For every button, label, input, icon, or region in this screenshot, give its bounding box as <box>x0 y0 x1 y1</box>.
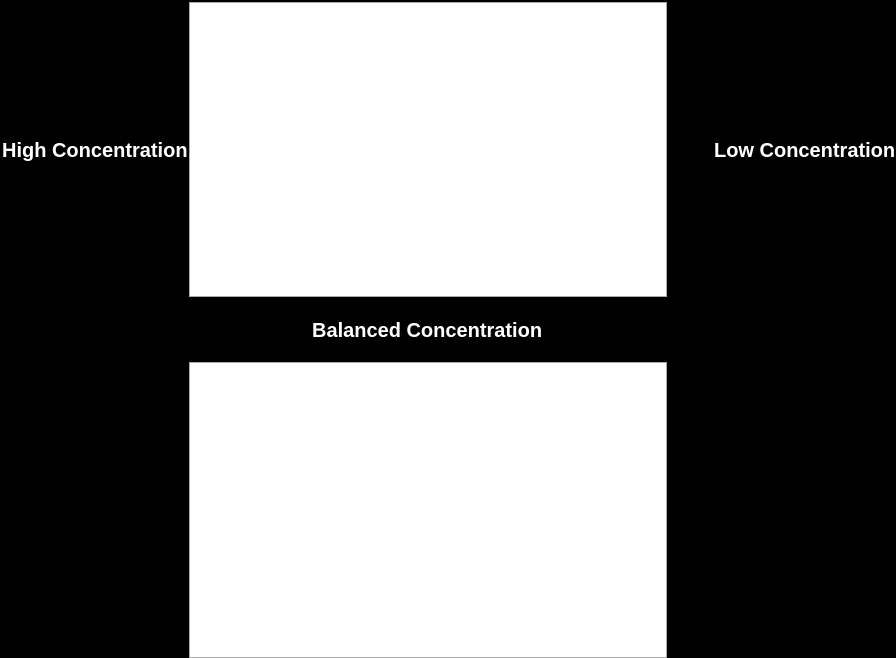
balanced-concentration-label: Balanced Concentration <box>312 320 542 343</box>
top-box <box>189 2 667 297</box>
high-concentration-label: High Concentration <box>2 140 188 163</box>
low-concentration-label: Low Concentration <box>714 140 895 163</box>
diagram-canvas: High Concentration Low Concentration Bal… <box>0 0 896 658</box>
bottom-box <box>189 362 667 658</box>
